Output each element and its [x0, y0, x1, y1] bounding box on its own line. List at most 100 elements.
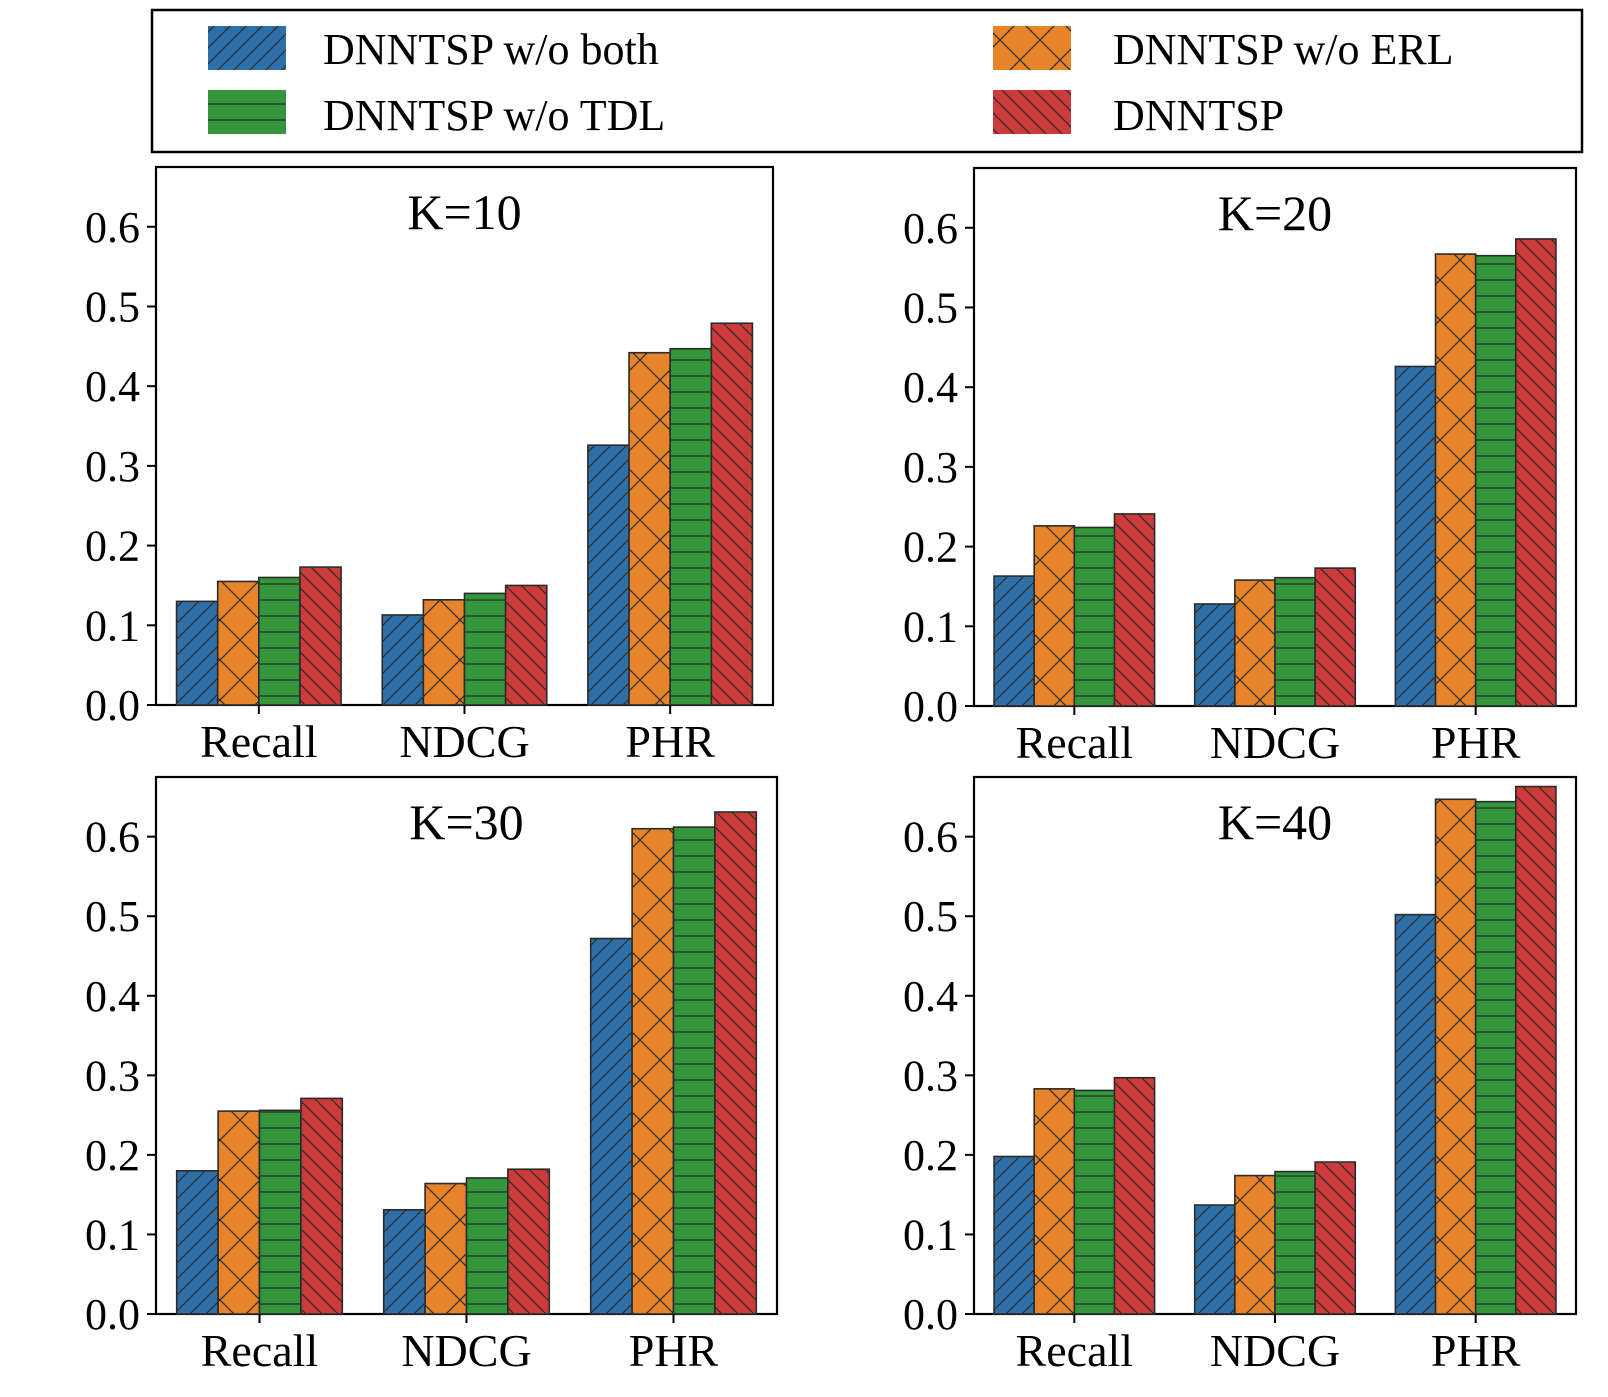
- bar: [669, 347, 713, 706]
- bar-hatch: [631, 827, 675, 1315]
- bar: [382, 1208, 426, 1315]
- y-tick-label: 0.1: [903, 1210, 958, 1259]
- bar: [1073, 526, 1116, 707]
- bar-hatch: [1274, 576, 1316, 707]
- bar-hatch: [217, 1110, 261, 1315]
- bar: [463, 592, 507, 706]
- y-tick-label: 0.5: [903, 283, 958, 332]
- legend-label: DNNTSP w/o TDL: [323, 91, 665, 140]
- bar: [1033, 525, 1076, 707]
- legend-swatch-hatch: [993, 26, 1071, 70]
- bar: [1474, 254, 1517, 707]
- bar-hatch: [1434, 253, 1477, 707]
- y-tick-label: 0.0: [85, 1290, 140, 1339]
- panel-title: K=10: [407, 184, 521, 240]
- legend-entry: DNNTSP: [993, 90, 1284, 140]
- bar: [216, 580, 260, 706]
- legend-swatch-hatch: [993, 90, 1071, 134]
- bar: [504, 584, 548, 706]
- y-tick-label: 0.2: [903, 1131, 958, 1180]
- bar: [1274, 576, 1316, 707]
- bar: [1113, 513, 1156, 707]
- bar-hatch: [1314, 567, 1357, 707]
- bar: [217, 1110, 261, 1315]
- bar: [175, 1170, 219, 1315]
- y-tick-label: 0.4: [903, 972, 958, 1021]
- legend-entry: DNNTSP w/o both: [208, 25, 659, 74]
- bar: [993, 575, 1035, 707]
- bar-hatch: [1434, 798, 1477, 1315]
- bar-hatch: [710, 322, 754, 706]
- y-tick-label: 0.1: [85, 601, 140, 650]
- bar: [424, 1182, 468, 1315]
- panel-title: K=40: [1218, 794, 1332, 850]
- bar-hatch: [175, 1170, 219, 1315]
- y-tick-label: 0.2: [903, 523, 958, 572]
- bar-hatch: [993, 575, 1035, 707]
- bar-hatch: [1515, 238, 1557, 707]
- x-tick-label: NDCG: [1210, 717, 1340, 768]
- y-tick-label: 0.3: [85, 442, 140, 491]
- bar: [628, 351, 671, 706]
- x-tick-label: PHR: [629, 1325, 719, 1376]
- bar-hatch: [1033, 1088, 1076, 1315]
- panel-3: K=30 0.0 0.1 0.2 0.3 0.4 0.5 0.6 Recall NDCG PHR: [85, 775, 779, 1376]
- bar-hatch: [1193, 1204, 1236, 1315]
- legend-frame: [150, 8, 1584, 154]
- bar-hatch: [175, 600, 219, 706]
- bar: [1234, 579, 1276, 707]
- bar-hatch: [300, 1097, 344, 1315]
- bar: [1515, 785, 1557, 1315]
- bar-hatch: [507, 1168, 551, 1315]
- y-tick-label: 0.6: [85, 813, 140, 862]
- bar: [1394, 365, 1437, 707]
- bar-hatch: [1274, 1170, 1316, 1315]
- bar-hatch: [1234, 579, 1276, 707]
- bar-hatch: [1073, 526, 1116, 707]
- bar: [1274, 1170, 1316, 1315]
- legend-entry: DNNTSP w/o ERL: [993, 25, 1454, 74]
- x-tick-label: Recall: [200, 716, 318, 767]
- x-tick-label: NDCG: [399, 716, 529, 767]
- x-tick-label: NDCG: [401, 1325, 531, 1376]
- x-tick-label: PHR: [1431, 1325, 1521, 1376]
- bar: [672, 826, 716, 1315]
- bar: [1434, 798, 1477, 1315]
- bar: [507, 1168, 551, 1315]
- bar: [1033, 1088, 1076, 1315]
- y-tick-label: 0.6: [903, 813, 958, 862]
- bar-hatch: [993, 1155, 1035, 1315]
- y-tick-label: 0.1: [903, 602, 958, 651]
- legend-label: DNNTSP w/o ERL: [1113, 25, 1454, 74]
- bar-hatch: [1113, 1076, 1156, 1315]
- bar-hatch: [1193, 603, 1236, 707]
- y-tick-label: 0.1: [85, 1210, 140, 1259]
- bar-hatch: [216, 580, 260, 706]
- bar-hatch: [672, 826, 716, 1315]
- bar: [1073, 1089, 1116, 1315]
- bar: [175, 600, 219, 706]
- y-tick-label: 0.5: [903, 892, 958, 941]
- bar-hatch: [587, 444, 630, 706]
- y-tick-label: 0.3: [903, 443, 958, 492]
- bar-hatch: [463, 592, 507, 706]
- bar-hatch: [1515, 785, 1557, 1315]
- y-tick-label: 0.2: [85, 522, 140, 571]
- bar: [258, 576, 301, 706]
- bar-hatch: [1073, 1089, 1116, 1315]
- panel-2: K=20 0.0 0.1 0.2 0.3 0.4 0.5 0.6 Recall NDCG PHR: [903, 166, 1578, 768]
- bar-hatch: [714, 811, 758, 1315]
- bar-hatch: [382, 1208, 426, 1315]
- y-tick-label: 0.0: [903, 1290, 958, 1339]
- x-tick-label: PHR: [1431, 717, 1521, 768]
- x-tick-label: PHR: [625, 716, 715, 767]
- bar-hatch: [628, 351, 671, 706]
- bar-hatch: [669, 347, 713, 706]
- y-tick-label: 0.2: [85, 1131, 140, 1180]
- panel-title: K=30: [409, 794, 523, 850]
- bar: [1394, 913, 1437, 1315]
- bar-hatch: [1394, 913, 1437, 1315]
- bar-hatch: [424, 1182, 468, 1315]
- y-tick-label: 0.3: [85, 1051, 140, 1100]
- bar: [1474, 800, 1517, 1315]
